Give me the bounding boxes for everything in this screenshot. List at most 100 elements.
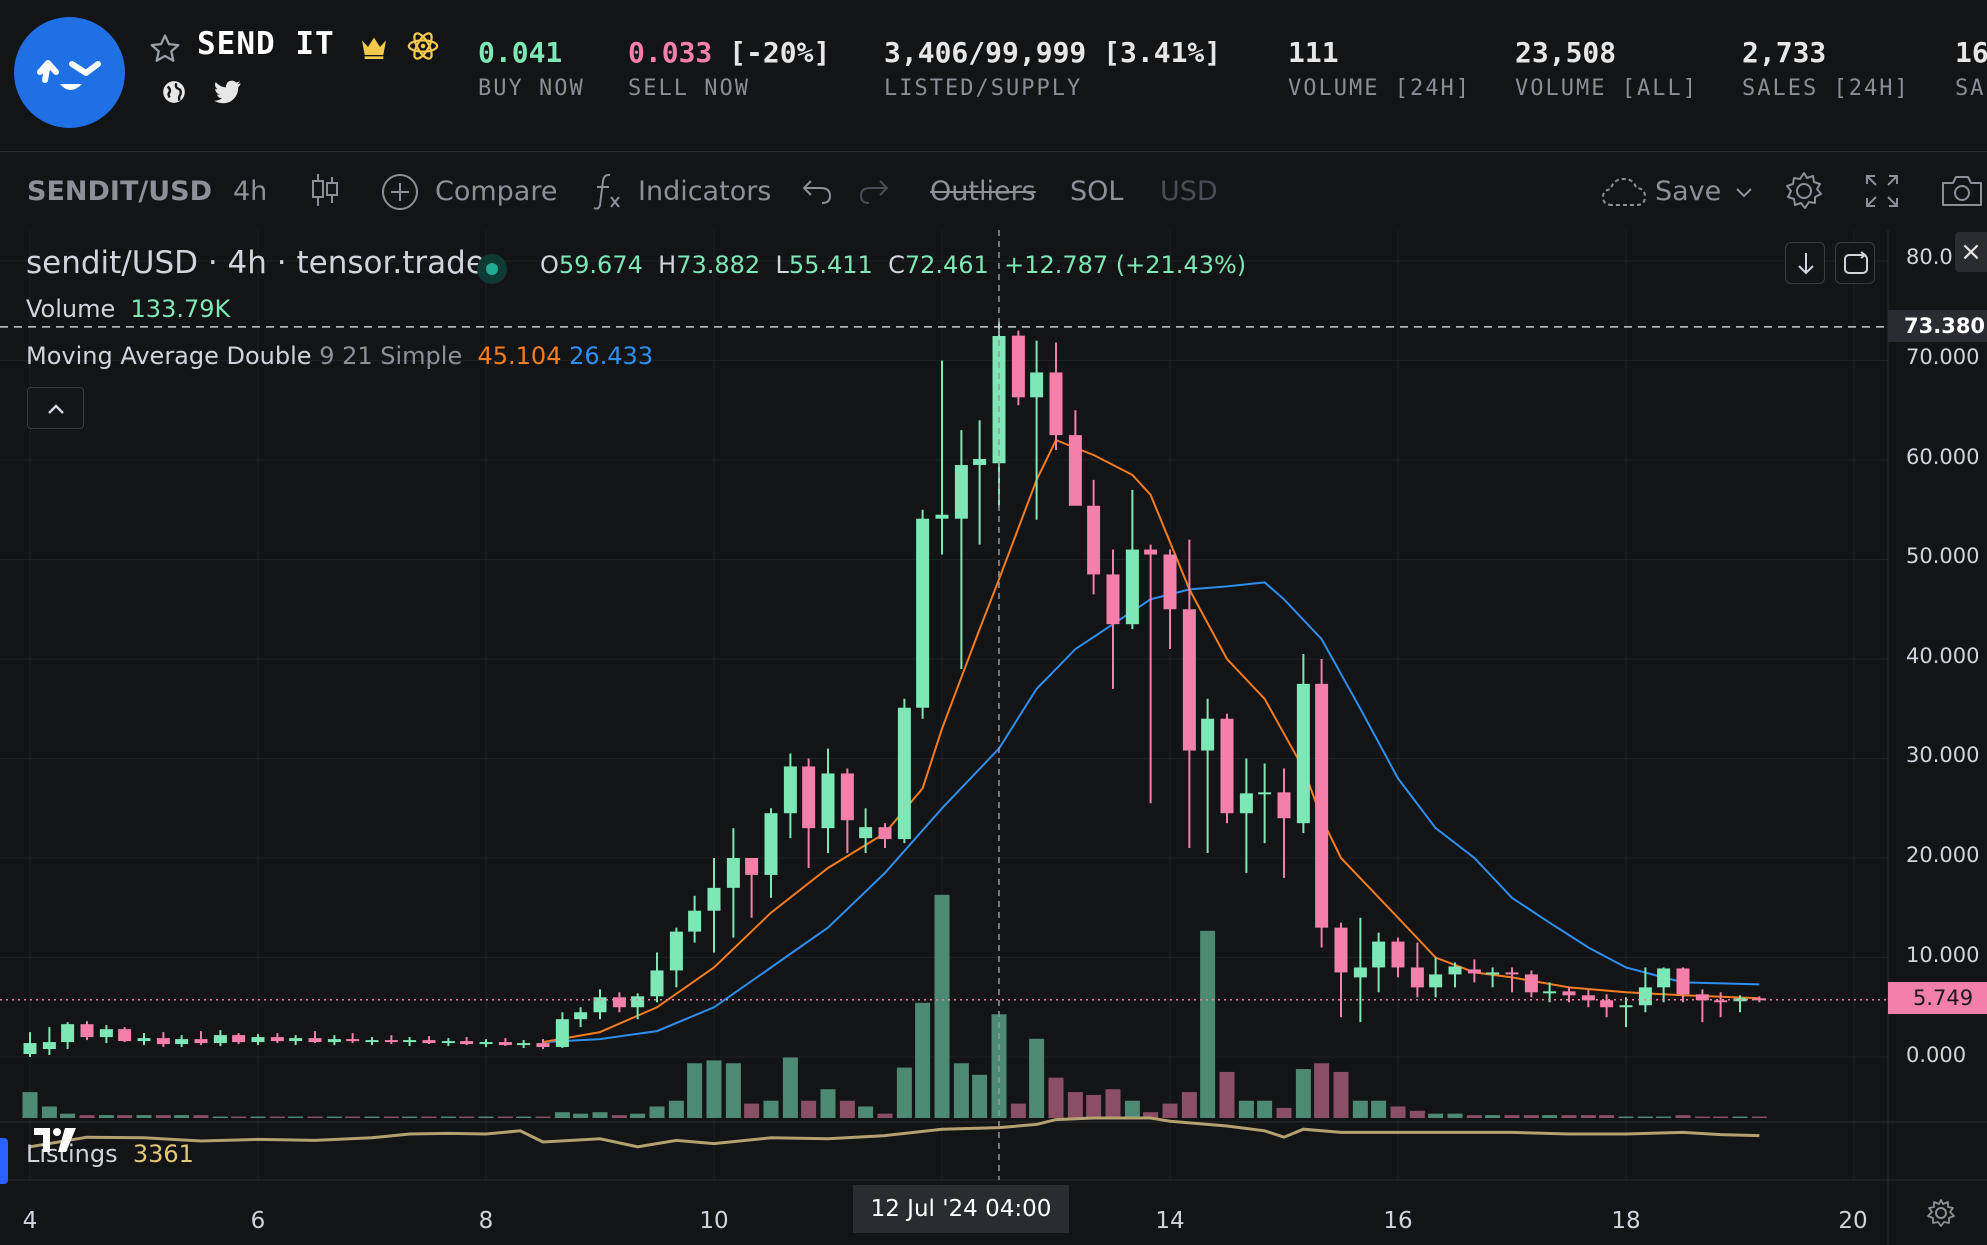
volume-all-stat: 23,508 VOLUME [ALL] [1515, 36, 1698, 101]
interval-selector[interactable]: 4h [233, 176, 268, 207]
legend-symbol[interactable]: sendit/USD · 4h · tensor.trade [26, 245, 485, 281]
crown-icon [362, 37, 386, 59]
save-button[interactable]: Save [1655, 176, 1722, 207]
atom-icon[interactable] [406, 29, 440, 63]
collapse-legend-button[interactable] [27, 387, 84, 429]
volume-bar [782, 1057, 798, 1118]
avatar[interactable] [14, 17, 125, 128]
candle [403, 1040, 417, 1043]
candle [137, 1038, 151, 1042]
volume-bar [307, 1116, 323, 1118]
candle [555, 1019, 569, 1048]
compare-plus-icon[interactable] [381, 173, 419, 211]
candle [441, 1041, 455, 1044]
volume-bar [839, 1100, 855, 1118]
candle [1543, 991, 1557, 994]
candle [1239, 793, 1253, 814]
candle [707, 887, 721, 911]
redo-icon[interactable] [858, 177, 890, 207]
fullscreen-icon[interactable] [1864, 173, 1900, 209]
volume-bar [136, 1115, 152, 1118]
legend-moving-average[interactable]: Moving Average Double 9 21 Simple 45.104… [26, 342, 653, 370]
volume-bar [725, 1063, 741, 1118]
indicators-fx-icon[interactable] [590, 171, 624, 211]
sales-24h-label: SALES [24H] [1742, 76, 1910, 101]
candle [897, 707, 911, 840]
currency-sol[interactable]: SOL [1070, 176, 1124, 207]
left-panel-handle[interactable] [0, 1138, 8, 1184]
ohlc-change: +12.787 (+21.43%) [1004, 251, 1247, 279]
legend-listings[interactable]: Listings 3361 [26, 1140, 194, 1168]
candle [61, 1024, 75, 1043]
axis-settings-icon[interactable] [1925, 1197, 1957, 1229]
volume-bar [98, 1115, 114, 1118]
volume-bar [668, 1100, 684, 1118]
ohlc-open-label: O [540, 251, 559, 279]
candle [1315, 683, 1329, 928]
volume-bar [383, 1116, 399, 1118]
candle-style-icon[interactable] [308, 171, 342, 209]
volume-bar [1010, 1103, 1026, 1118]
candle [1030, 372, 1044, 398]
candle [726, 858, 740, 888]
volume-label: Volume [26, 295, 116, 323]
candle [1353, 967, 1367, 978]
listed-supply-label: LISTED/SUPPLY [884, 76, 1083, 101]
volume-bar [41, 1106, 57, 1118]
camera-icon[interactable] [1940, 173, 1984, 209]
volume-bar [1181, 1092, 1197, 1118]
volume-bar [440, 1116, 456, 1118]
candle [232, 1035, 246, 1043]
volume-bar [497, 1116, 513, 1118]
price-chart[interactable] [0, 230, 1987, 1245]
globe-icon[interactable] [161, 79, 187, 105]
undo-icon[interactable] [801, 177, 833, 207]
candle [631, 996, 645, 1008]
candle [536, 1043, 550, 1048]
candle [1600, 1000, 1614, 1008]
cloud-save-icon[interactable] [1600, 175, 1648, 209]
reset-chart-button[interactable] [1835, 242, 1875, 284]
ohlc-low: 55.411 [788, 251, 873, 279]
volume-24h-label: VOLUME [24H] [1288, 76, 1471, 101]
volume-bar [326, 1116, 342, 1118]
listings-value: 3361 [132, 1140, 194, 1168]
volume-bar [212, 1116, 228, 1118]
indicators-button[interactable]: Indicators [638, 176, 772, 207]
volume-bar [1200, 930, 1216, 1118]
tradingview-logo-icon[interactable] [32, 1125, 78, 1155]
volume-bar [1238, 1100, 1254, 1118]
compare-button[interactable]: Compare [435, 176, 558, 207]
volume-bar [554, 1112, 570, 1118]
currency-usd[interactable]: USD [1160, 176, 1218, 207]
chevron-down-icon[interactable] [1735, 187, 1753, 199]
ma-label: Moving Average Double [26, 342, 312, 370]
outliers-toggle[interactable]: Outliers [930, 176, 1036, 207]
close-icon[interactable]: × [1955, 232, 1987, 272]
candle [194, 1039, 208, 1044]
candle [42, 1042, 56, 1050]
volume-bar [1162, 1103, 1178, 1118]
volume-bar [1428, 1113, 1444, 1118]
scroll-down-button[interactable] [1785, 242, 1825, 284]
volume-bar [1371, 1100, 1387, 1118]
candle [1581, 995, 1595, 1001]
volume-bar [1124, 1100, 1140, 1118]
volume-bar [649, 1106, 665, 1118]
candle [1258, 792, 1272, 795]
candle [1087, 505, 1101, 575]
candle [1695, 994, 1709, 1001]
volume-bar [1694, 1116, 1710, 1118]
candle [954, 464, 968, 519]
price-scale[interactable]: 80.0 70.000 60.000 50.000 40.000 30.000 … [1888, 230, 1987, 1180]
star-icon[interactable] [148, 32, 182, 66]
symbol-selector[interactable]: SENDIT/USD [27, 176, 213, 207]
volume-bar [1409, 1110, 1425, 1118]
candle [156, 1038, 170, 1045]
chart-area[interactable]: sendit/USD · 4h · tensor.trade O59.674 H… [0, 230, 1987, 1245]
twitter-icon[interactable] [214, 80, 242, 104]
time-axis[interactable]: 4 6 8 10 14 16 18 20 [0, 1180, 1888, 1245]
legend-volume[interactable]: Volume 133.79K [26, 295, 230, 323]
settings-gear-icon[interactable] [1783, 170, 1825, 212]
price-label: 40.000 [1906, 644, 1980, 668]
